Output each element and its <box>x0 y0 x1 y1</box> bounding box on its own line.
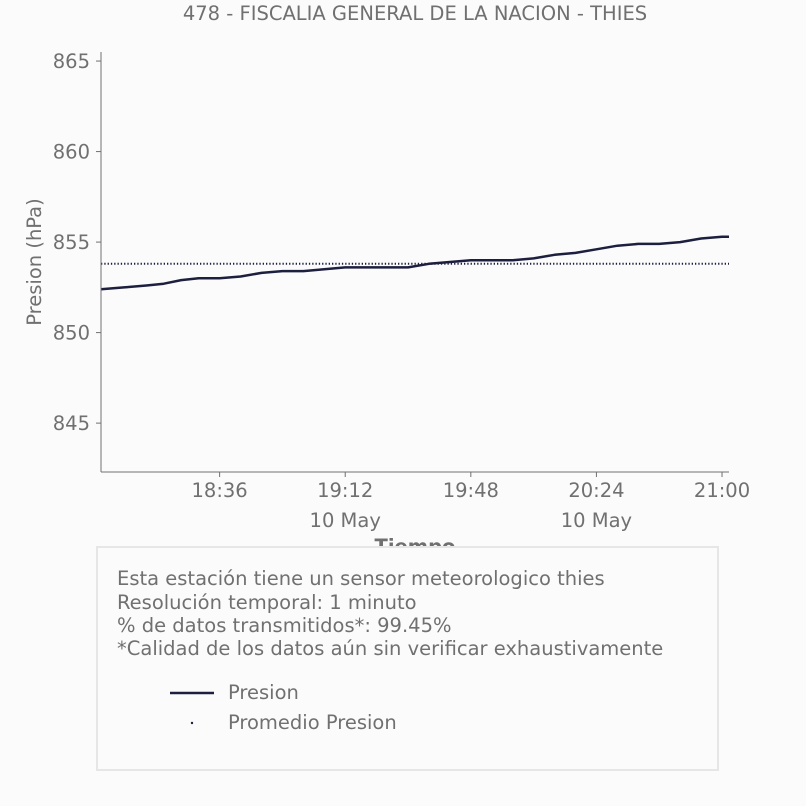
legend-label-promedio: Promedio Presion <box>228 711 397 734</box>
info-quality-note: *Calidad de los datos aún sin verificar … <box>117 637 664 660</box>
x-tick-date-label: 10 May <box>561 509 632 532</box>
info-sensor-text: Esta estación tiene un sensor meteorolog… <box>117 567 605 590</box>
chart-title: 478 - FISCALIA GENERAL DE LA NACION - TH… <box>183 2 647 25</box>
series-line-presion <box>100 235 729 291</box>
y-tick-label: 865 <box>53 50 90 73</box>
y-axis-label: Presion (hPa) <box>23 198 46 325</box>
y-tick-label: 845 <box>53 412 90 435</box>
legend-line-swatch <box>170 691 214 695</box>
x-tick-label: 20:24 <box>568 479 624 502</box>
info-resolution-text: Resolución temporal: 1 minuto <box>117 591 417 614</box>
x-tick-label: 18:36 <box>192 479 248 502</box>
x-tick-label: 19:12 <box>317 479 373 502</box>
x-tick-date-label: 10 May <box>310 509 381 532</box>
legend-dot-swatch <box>190 721 194 725</box>
y-tick-label: 850 <box>53 322 90 345</box>
x-tick-label: 21:00 <box>694 479 750 502</box>
info-box: Esta estación tiene un sensor meteorolog… <box>96 546 719 771</box>
legend-label-presion: Presion <box>228 681 299 704</box>
y-tick-label: 855 <box>53 231 90 254</box>
y-tick-label: 860 <box>53 141 90 164</box>
x-tick-label: 19:48 <box>443 479 499 502</box>
info-transmission-text: % de datos transmitidos*: 99.45% <box>117 614 452 637</box>
